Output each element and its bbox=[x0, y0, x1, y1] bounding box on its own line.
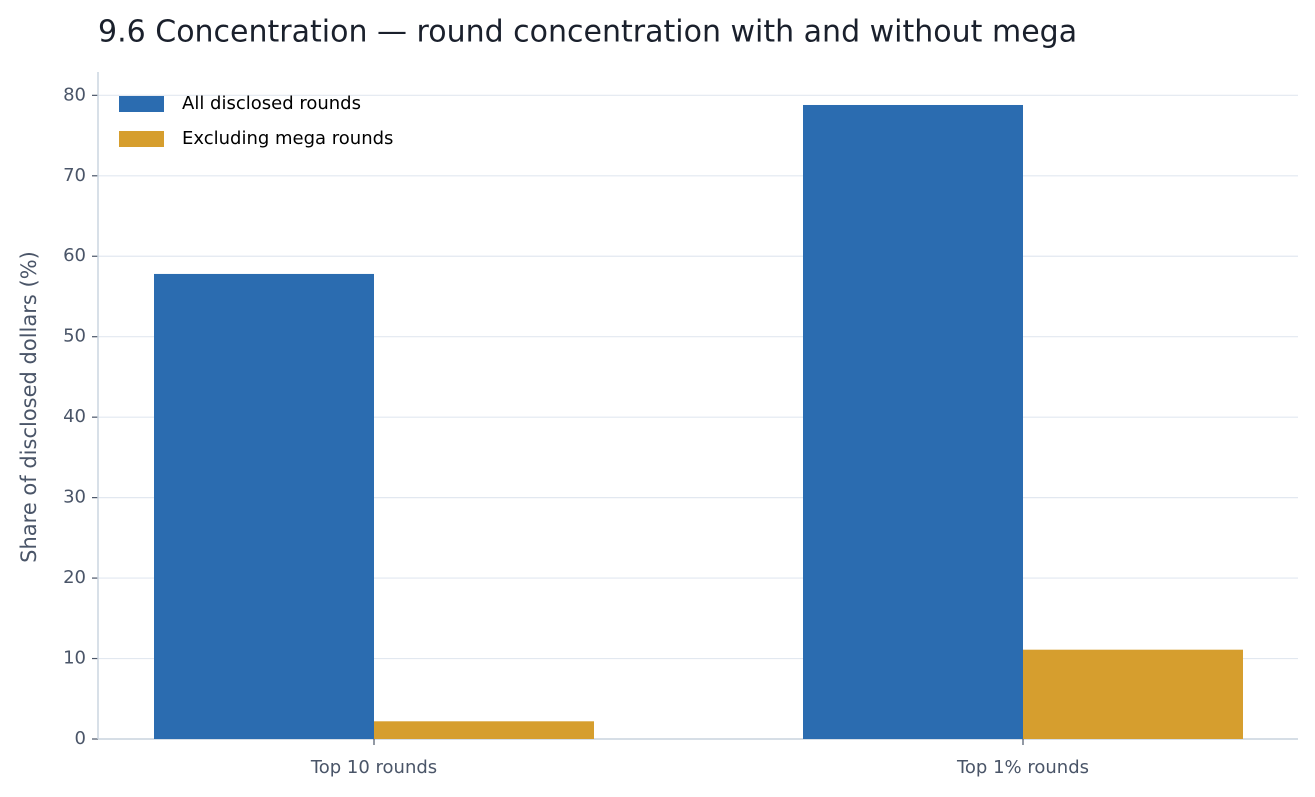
legend-label: Excluding mega rounds bbox=[182, 128, 393, 149]
y-tick-label: 60 bbox=[63, 245, 86, 266]
legend-swatch bbox=[119, 131, 164, 147]
y-tick-label: 30 bbox=[63, 487, 86, 508]
y-tick-label: 0 bbox=[75, 728, 86, 749]
x-tick-label: Top 1% rounds bbox=[956, 757, 1089, 778]
bar bbox=[803, 104, 1023, 740]
bar bbox=[374, 721, 594, 739]
y-tick-label: 10 bbox=[63, 648, 86, 669]
y-tick-label: 20 bbox=[63, 567, 86, 588]
bar bbox=[154, 273, 374, 739]
bar bbox=[1023, 649, 1243, 739]
x-tick-label: Top 10 rounds bbox=[310, 757, 437, 778]
y-tick-label: 70 bbox=[63, 165, 86, 186]
y-tick-label: 50 bbox=[63, 326, 86, 347]
legend-label: All disclosed rounds bbox=[182, 93, 361, 114]
y-axis-label: Share of disclosed dollars (%) bbox=[17, 251, 41, 563]
y-tick-label: 40 bbox=[63, 406, 86, 427]
legend-swatch bbox=[119, 96, 164, 112]
y-tick-label: 80 bbox=[63, 84, 86, 105]
chart-title: 9.6 Concentration — round concentration … bbox=[98, 15, 1077, 50]
